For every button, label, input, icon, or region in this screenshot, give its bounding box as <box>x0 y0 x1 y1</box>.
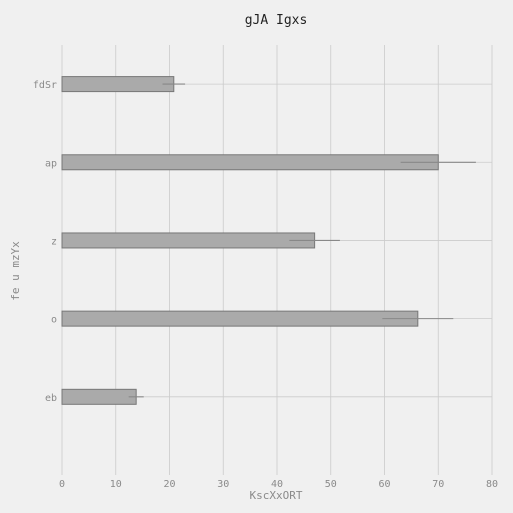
x-tick-label: 30 <box>217 479 229 490</box>
y-tick-labels: fdSr ap z o eb <box>33 80 57 404</box>
x-tick-label: 0 <box>59 479 65 490</box>
y-tick-label: eb <box>45 393 57 404</box>
x-tick-label: 10 <box>110 479 122 490</box>
y-tick-label: ap <box>45 158 57 169</box>
chart-title: gJA Igxs <box>245 13 308 28</box>
y-tick-label: z <box>51 236 57 247</box>
y-tick-label: o <box>51 315 57 326</box>
x-tick-labels: 0 10 20 30 40 50 60 70 80 <box>59 479 498 490</box>
x-axis-label: KscXxORT <box>250 489 303 502</box>
error-bars <box>128 83 476 398</box>
bar-fdSr <box>61 76 175 93</box>
x-tick-label: 20 <box>163 479 175 490</box>
x-tick-label: 40 <box>271 479 283 490</box>
x-tick-label: 70 <box>432 479 444 490</box>
x-tick-label: 60 <box>378 479 390 490</box>
bar-o <box>61 310 419 327</box>
bars <box>61 76 439 405</box>
grid-lines <box>61 45 493 475</box>
x-tick-label: 50 <box>325 479 337 490</box>
x-tick-label: 80 <box>486 479 498 490</box>
y-tick-label: fdSr <box>33 80 57 91</box>
bar-ap <box>61 154 439 171</box>
bar-eb <box>61 388 137 405</box>
bar-z <box>61 232 316 249</box>
y-axis-label: fe u mzYx <box>9 241 22 301</box>
